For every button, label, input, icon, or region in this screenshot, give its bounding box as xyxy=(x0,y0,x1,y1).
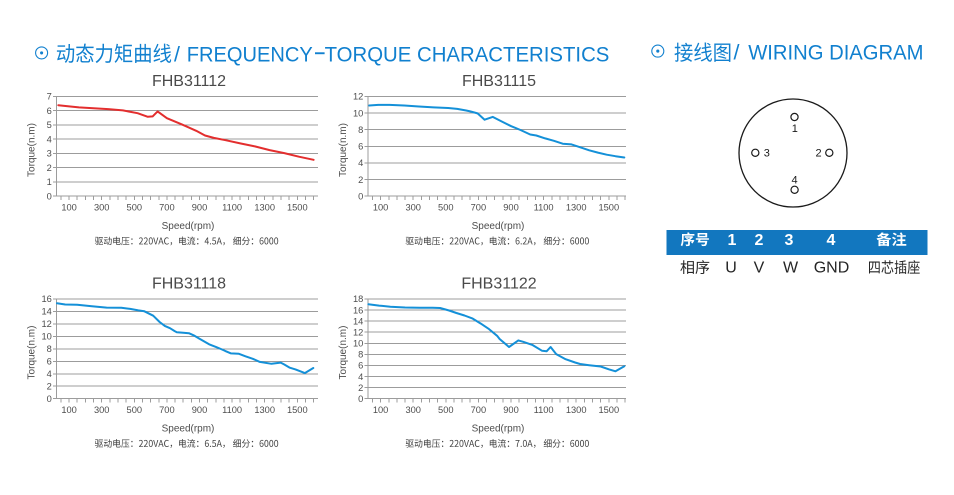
svg-text:10: 10 xyxy=(353,339,363,349)
svg-text:14: 14 xyxy=(41,307,51,317)
svg-text:12: 12 xyxy=(353,92,363,102)
svg-text:2: 2 xyxy=(47,382,52,392)
svg-text:Torque(n.m): Torque(n.m) xyxy=(338,123,349,177)
svg-text:16: 16 xyxy=(353,305,363,315)
svg-text:2: 2 xyxy=(358,383,363,393)
svg-text:8: 8 xyxy=(358,350,363,360)
svg-text:18: 18 xyxy=(353,294,363,304)
svg-text:700: 700 xyxy=(471,405,487,415)
svg-text:8: 8 xyxy=(47,344,52,354)
svg-text:1: 1 xyxy=(728,232,737,249)
svg-text:900: 900 xyxy=(192,203,208,213)
svg-text:1500: 1500 xyxy=(598,405,619,415)
svg-text:100: 100 xyxy=(61,203,77,213)
svg-text:4: 4 xyxy=(791,174,797,186)
svg-text:100: 100 xyxy=(373,203,389,213)
svg-text:/: / xyxy=(734,40,740,64)
svg-text:500: 500 xyxy=(127,405,143,415)
svg-text:1300: 1300 xyxy=(566,203,587,213)
svg-text:0: 0 xyxy=(47,394,52,404)
svg-text:FHB31115: FHB31115 xyxy=(462,73,536,90)
svg-text:1100: 1100 xyxy=(222,405,242,415)
svg-text:1300: 1300 xyxy=(254,203,275,213)
svg-text:1100: 1100 xyxy=(222,203,242,213)
svg-text:TORQUE CHARACTERISTICS: TORQUE CHARACTERISTICS xyxy=(325,42,610,66)
svg-text:100: 100 xyxy=(373,405,389,415)
svg-text:6: 6 xyxy=(358,361,363,371)
svg-text:W: W xyxy=(783,260,799,277)
svg-text:3: 3 xyxy=(785,232,794,249)
svg-text:2: 2 xyxy=(47,163,52,173)
svg-text:Torque(n.m): Torque(n.m) xyxy=(27,326,38,380)
svg-text:14: 14 xyxy=(353,316,363,326)
svg-text:100: 100 xyxy=(61,405,77,415)
svg-text:/: / xyxy=(174,42,180,66)
svg-text:0: 0 xyxy=(358,192,363,202)
svg-text:1500: 1500 xyxy=(287,405,308,415)
svg-text:4: 4 xyxy=(47,134,52,144)
svg-text:1300: 1300 xyxy=(254,405,275,415)
svg-text:3: 3 xyxy=(47,149,52,159)
svg-text:5: 5 xyxy=(47,120,52,130)
svg-text:FREQUENCY: FREQUENCY xyxy=(187,42,313,66)
svg-text:WIRING DIAGRAM: WIRING DIAGRAM xyxy=(748,40,923,64)
svg-text:10: 10 xyxy=(41,332,51,342)
svg-text:V: V xyxy=(754,260,765,277)
svg-text:Speed(rpm): Speed(rpm) xyxy=(162,424,215,435)
svg-text:GND: GND xyxy=(814,260,850,277)
svg-text:300: 300 xyxy=(94,203,110,213)
svg-text:900: 900 xyxy=(503,405,519,415)
svg-text:12: 12 xyxy=(353,327,363,337)
svg-text:2: 2 xyxy=(755,232,764,249)
svg-text:300: 300 xyxy=(405,203,421,213)
svg-text:4: 4 xyxy=(827,232,836,249)
svg-text:1500: 1500 xyxy=(287,203,308,213)
svg-text:Torque(n.m): Torque(n.m) xyxy=(338,326,349,380)
svg-text:Speed(rpm): Speed(rpm) xyxy=(472,424,525,435)
svg-text:500: 500 xyxy=(127,203,143,213)
svg-text:FHB31112: FHB31112 xyxy=(152,73,226,90)
svg-text:16: 16 xyxy=(41,294,51,304)
svg-text:500: 500 xyxy=(438,203,454,213)
svg-text:300: 300 xyxy=(405,405,421,415)
svg-text:12: 12 xyxy=(41,319,51,329)
svg-text:6: 6 xyxy=(47,357,52,367)
svg-text:6: 6 xyxy=(47,106,52,116)
svg-text:700: 700 xyxy=(159,405,175,415)
svg-text:0: 0 xyxy=(47,192,52,202)
svg-text:0: 0 xyxy=(358,394,363,404)
svg-text:Speed(rpm): Speed(rpm) xyxy=(472,221,525,232)
svg-text:2: 2 xyxy=(816,148,822,160)
svg-text:700: 700 xyxy=(471,203,487,213)
svg-text:Speed(rpm): Speed(rpm) xyxy=(162,221,215,232)
svg-text:1: 1 xyxy=(47,177,52,187)
svg-text:2: 2 xyxy=(358,175,363,185)
svg-text:1300: 1300 xyxy=(566,405,587,415)
svg-text:8: 8 xyxy=(358,125,363,135)
svg-text:U: U xyxy=(725,260,737,277)
svg-text:900: 900 xyxy=(192,405,208,415)
svg-text:4: 4 xyxy=(358,372,363,382)
svg-text:FHB31118: FHB31118 xyxy=(152,276,226,293)
svg-text:1100: 1100 xyxy=(534,405,554,415)
svg-text:Torque(n.m): Torque(n.m) xyxy=(27,123,38,177)
svg-text:300: 300 xyxy=(94,405,110,415)
svg-text:6: 6 xyxy=(358,142,363,152)
svg-text:10: 10 xyxy=(353,108,363,118)
svg-text:3: 3 xyxy=(764,148,770,160)
svg-text:1100: 1100 xyxy=(534,203,554,213)
svg-text:1500: 1500 xyxy=(598,203,619,213)
svg-text:500: 500 xyxy=(438,405,454,415)
svg-text:1: 1 xyxy=(792,123,798,135)
svg-text:7: 7 xyxy=(47,92,52,102)
svg-text:700: 700 xyxy=(159,203,175,213)
svg-text:900: 900 xyxy=(503,203,519,213)
svg-text:FHB31122: FHB31122 xyxy=(461,276,536,293)
svg-text:4: 4 xyxy=(47,369,52,379)
svg-text:4: 4 xyxy=(358,158,363,168)
